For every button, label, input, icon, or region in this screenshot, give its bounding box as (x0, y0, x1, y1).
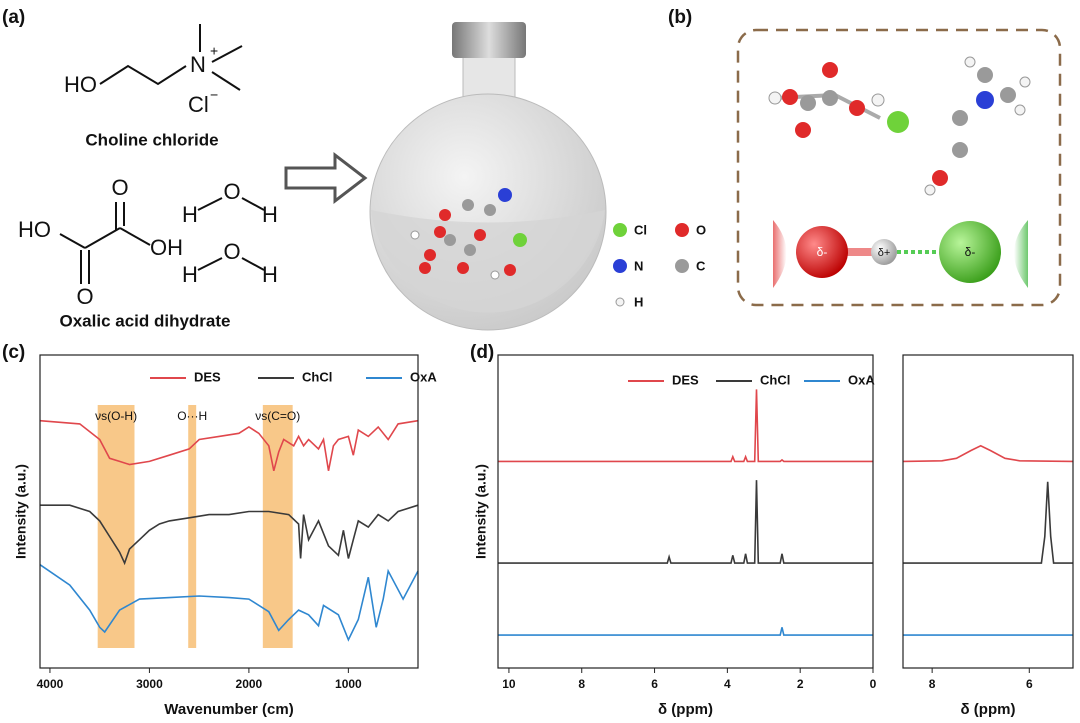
legend-swatch (675, 223, 689, 237)
bond (59, 233, 86, 249)
bond (211, 45, 243, 63)
panel-box (736, 28, 1062, 307)
flask (369, 22, 607, 331)
plot-frame (497, 354, 874, 669)
charge-label: δ+ (878, 247, 891, 259)
spectrum-line (903, 481, 1073, 564)
x-tick-label: 6 (651, 677, 658, 691)
molecules (410, 188, 527, 280)
legend-label: OxA (410, 369, 437, 384)
y-axis-label: Intensity (a.u.) (473, 464, 489, 559)
spectrum-line (902, 444, 1074, 463)
atom-label: HO (18, 217, 51, 242)
band-label: νs(O-H) (95, 409, 137, 423)
spectrum-line (498, 389, 873, 463)
plot-frame (39, 354, 419, 669)
x-axis-label: Wavenumber (cm) (164, 701, 293, 718)
legend-label: O (696, 222, 706, 237)
legend-label: Cl (634, 222, 647, 237)
oxalic-structure: O HO OH O H O H H O H (18, 175, 278, 309)
choline-structure: HO N + Cl − (64, 24, 243, 117)
panel-label: (c) (2, 342, 25, 363)
spectrum-line (39, 564, 419, 642)
bond (838, 248, 872, 256)
flask-cap (452, 22, 526, 58)
x-tick-label: 6 (1026, 677, 1033, 691)
spectrum-line (498, 480, 873, 564)
legend-label: OxA (848, 372, 875, 387)
legend-swatch (675, 259, 689, 273)
charge-label: δ- (817, 245, 828, 259)
x-tick-label: 8 (578, 677, 585, 691)
bond (119, 227, 151, 246)
legend-label: H (634, 294, 643, 309)
bond (197, 257, 223, 271)
atom-label: O (76, 284, 93, 309)
bond (99, 64, 187, 86)
atom-legend: Cl O N C H (613, 222, 706, 309)
glow (773, 220, 787, 288)
x-tick-label: 8 (929, 677, 936, 691)
legend-label: DES (194, 369, 221, 384)
band-label: νs(C=O) (255, 409, 300, 423)
legend-label: DES (672, 372, 699, 387)
x-tick-label: 2 (797, 677, 804, 691)
charge: + (210, 43, 218, 59)
bond (197, 197, 223, 211)
atom-label: N (190, 52, 206, 77)
legend-swatch (613, 223, 627, 237)
legend-swatch (613, 259, 627, 273)
atom-label: H (262, 262, 278, 287)
x-tick-label: 3000 (136, 677, 163, 691)
atom-label: H (182, 202, 198, 227)
legend-label: ChCl (302, 369, 332, 384)
atom-label: OH (150, 235, 183, 260)
panel-label: (b) (668, 7, 692, 28)
x-tick-label: 1000 (335, 677, 362, 691)
atom-sphere (871, 239, 897, 265)
charge: − (210, 87, 218, 103)
atom-label: O (223, 179, 240, 204)
glow (1014, 220, 1028, 288)
x-tick-label: 4 (724, 677, 731, 691)
atom-sphere (939, 221, 1001, 283)
legend-label: N (634, 258, 643, 273)
bond (241, 257, 265, 271)
panel-label: (a) (2, 7, 25, 28)
x-tick-label: 2000 (236, 677, 263, 691)
y-axis-label: Intensity (a.u.) (13, 464, 29, 559)
spectrum-line (40, 504, 419, 566)
panel-label: (d) (470, 342, 494, 363)
legend-swatch (615, 297, 625, 307)
atom-label: H (262, 202, 278, 227)
atom-label: Cl (188, 92, 209, 117)
x-axis-label: δ (ppm) (961, 701, 1016, 718)
plot-frame (902, 354, 1074, 669)
spectrum-line (39, 419, 419, 472)
compound-name: Oxalic acid dihydrate (59, 311, 230, 330)
spectrum-line (498, 627, 873, 636)
legend-label: ChCl (760, 372, 790, 387)
atom-sphere (796, 226, 848, 278)
atom-label: O (111, 175, 128, 200)
atom-label: O (223, 239, 240, 264)
band (188, 405, 197, 648)
legend-label: C (696, 258, 706, 273)
molecule-model (768, 56, 1031, 196)
atom-label: H (182, 262, 198, 287)
band-label: O···H (177, 409, 207, 423)
bond (241, 197, 265, 211)
x-tick-label: 0 (870, 677, 877, 691)
x-axis-label: δ (ppm) (658, 701, 713, 718)
flask-liquid (371, 210, 605, 313)
bond (84, 227, 121, 249)
atom-label: HO (64, 72, 97, 97)
compound-name: Choline chloride (85, 130, 218, 149)
bond (211, 71, 241, 91)
arrow (284, 151, 368, 205)
x-tick-label: 10 (502, 677, 516, 691)
x-tick-label: 4000 (37, 677, 64, 691)
charge-label: δ- (965, 245, 976, 259)
